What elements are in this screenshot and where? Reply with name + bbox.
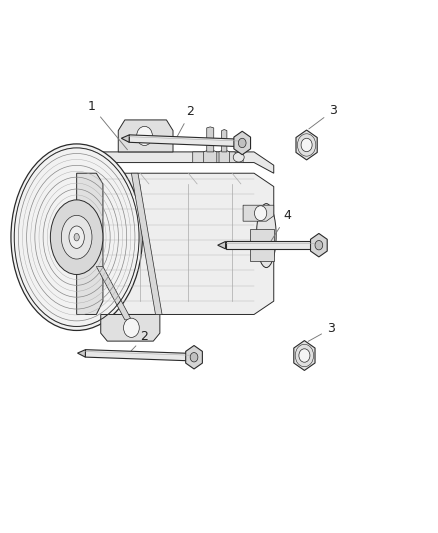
Circle shape [190, 352, 198, 362]
Polygon shape [219, 149, 230, 163]
Ellipse shape [61, 215, 92, 259]
Polygon shape [77, 152, 274, 173]
Polygon shape [218, 241, 226, 249]
Polygon shape [296, 130, 317, 160]
Polygon shape [78, 350, 85, 357]
Polygon shape [243, 205, 274, 221]
Polygon shape [118, 120, 173, 152]
Ellipse shape [69, 226, 84, 248]
Ellipse shape [256, 204, 276, 268]
Text: 2: 2 [131, 330, 148, 351]
Ellipse shape [11, 144, 142, 330]
Polygon shape [234, 131, 251, 155]
Polygon shape [96, 266, 131, 320]
Polygon shape [77, 173, 274, 314]
Polygon shape [222, 130, 227, 152]
Polygon shape [131, 173, 162, 314]
Polygon shape [294, 341, 315, 370]
Polygon shape [101, 314, 160, 341]
Polygon shape [193, 152, 243, 163]
Circle shape [254, 206, 267, 221]
Ellipse shape [50, 200, 103, 274]
Polygon shape [129, 135, 239, 147]
Polygon shape [85, 350, 191, 361]
Circle shape [315, 240, 323, 250]
Polygon shape [207, 127, 214, 152]
Polygon shape [226, 241, 315, 249]
Polygon shape [204, 149, 217, 163]
Circle shape [124, 318, 139, 337]
Polygon shape [311, 233, 327, 257]
Polygon shape [121, 135, 129, 142]
Circle shape [299, 349, 310, 362]
Text: 2: 2 [177, 106, 194, 138]
Circle shape [301, 138, 312, 152]
Ellipse shape [233, 152, 244, 162]
Text: 1: 1 [88, 100, 127, 150]
Text: 4: 4 [271, 209, 291, 241]
Circle shape [238, 138, 246, 148]
Polygon shape [250, 229, 274, 261]
Polygon shape [186, 345, 202, 369]
Text: 3: 3 [308, 322, 335, 341]
Polygon shape [77, 173, 103, 314]
Text: 3: 3 [309, 104, 337, 129]
Circle shape [137, 126, 152, 146]
Ellipse shape [74, 233, 79, 241]
